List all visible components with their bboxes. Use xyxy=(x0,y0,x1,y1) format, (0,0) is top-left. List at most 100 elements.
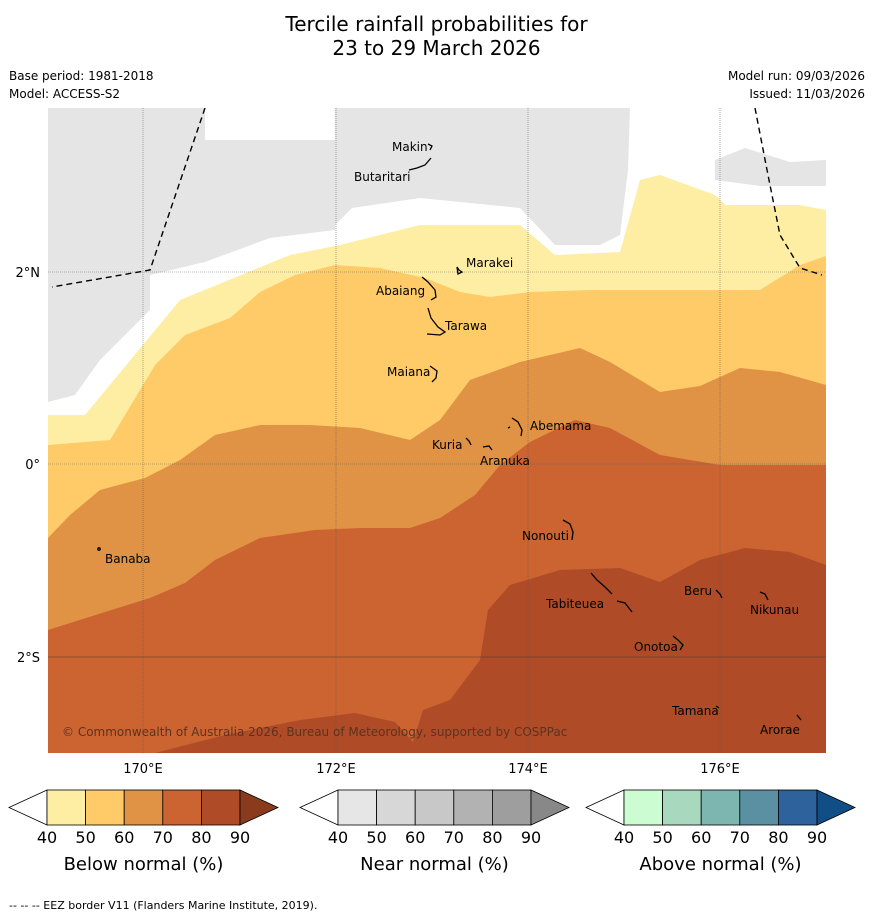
lon-label-174e: 174°E xyxy=(508,762,548,777)
aranuka-outline xyxy=(482,445,493,451)
base-period: Base period: 1981-2018 xyxy=(9,69,154,83)
model-run: Model run: 09/03/2026 xyxy=(727,69,865,83)
marakei-outline xyxy=(456,266,464,275)
island-label-aranuka: Aranuka xyxy=(480,454,530,468)
colorbar-segment xyxy=(337,789,377,826)
tarawa-outline xyxy=(426,307,447,336)
island-label-arorae: Arorae xyxy=(760,723,800,737)
map-area: Makin Butaritari Marakei Abaiang Tarawa … xyxy=(48,108,826,753)
island-label-tamana: Tamana xyxy=(671,704,719,718)
butaritari-outline xyxy=(408,157,432,171)
colorbar-tick-label: 90 xyxy=(521,828,541,847)
banaba-outline xyxy=(97,547,101,551)
island-label-abemama: Abemama xyxy=(530,419,591,433)
colorbar-tick-label: 60 xyxy=(114,828,134,847)
island-label-maiana: Maiana xyxy=(387,365,430,379)
issued-date: Issued: 11/03/2026 xyxy=(749,87,865,101)
tamana-outline xyxy=(715,705,720,709)
beru-outline xyxy=(715,589,723,599)
colorbar-segment xyxy=(453,789,493,826)
colorbar-tick-label: 40 xyxy=(328,828,348,847)
makin-outline xyxy=(427,143,433,151)
lon-label-170e: 170°E xyxy=(123,762,163,777)
colorbar-segment xyxy=(85,789,125,826)
copyright-note: © Commonwealth of Australia 2026, Bureau… xyxy=(62,725,567,739)
nonouti-outline xyxy=(562,519,574,541)
island-label-makin: Makin xyxy=(392,140,428,154)
colorbar-tick-label: 40 xyxy=(37,828,57,847)
colorbar-tick-label: 50 xyxy=(75,828,95,847)
colorbar-title: Below normal (%) xyxy=(64,854,224,875)
colorbar-segment xyxy=(700,789,741,826)
onotoa-outline xyxy=(672,635,684,651)
colorbar-max-extension xyxy=(816,789,856,826)
island-label-nikunau: Nikunau xyxy=(750,603,799,617)
colorbar-segment xyxy=(662,789,702,826)
colorbar-tick-label: 50 xyxy=(366,828,386,847)
colorbar-segment xyxy=(162,789,202,826)
colorbar-tick-label: 40 xyxy=(614,828,634,847)
colorbar-segment xyxy=(778,789,818,826)
colorbar-tick-label: 60 xyxy=(405,828,425,847)
island-label-marakei: Marakei xyxy=(466,256,513,270)
band-80-90 xyxy=(155,548,826,753)
colorbar-tick-label: 80 xyxy=(768,828,788,847)
colorbar-max-extension xyxy=(530,789,570,826)
island-outlines xyxy=(97,143,802,721)
colorbar-tick-label: 90 xyxy=(230,828,250,847)
island-label-onotoa: Onotoa xyxy=(634,640,678,654)
island-labels: Makin Butaritari Marakei Abaiang Tarawa … xyxy=(105,140,800,737)
arorae-outline xyxy=(796,714,802,721)
island-label-beru: Beru xyxy=(684,584,712,598)
colorbar-segment xyxy=(414,789,455,826)
title-line-1: Tercile rainfall probabilities for xyxy=(285,12,588,36)
colorbar-min-extension xyxy=(8,789,48,826)
chart-title: Tercile rainfall probabilities for 23 to… xyxy=(0,12,873,60)
colorbar-title: Above normal (%) xyxy=(639,854,801,875)
lon-label-172e: 172°E xyxy=(316,762,356,777)
colorbar-max-extension xyxy=(239,789,279,826)
abemama-outline xyxy=(507,417,523,437)
no-data-region-central xyxy=(335,108,630,245)
title-line-2: 23 to 29 March 2026 xyxy=(332,36,541,60)
colorbar-segment xyxy=(200,789,241,826)
tabiteuea-outline xyxy=(590,572,633,613)
colorbar-segment xyxy=(491,789,532,826)
colorbar-title: Near normal (%) xyxy=(360,854,509,875)
island-label-nonouti: Nonouti xyxy=(522,529,569,543)
gridlines xyxy=(48,108,826,753)
latitude-labels: 2°N 0° 2°S xyxy=(16,266,41,666)
lat-label-2n: 2°N xyxy=(16,266,41,281)
abaiang-outline xyxy=(421,276,437,301)
colorbar-tick-label: 60 xyxy=(691,828,711,847)
colorbar-segment xyxy=(376,789,416,826)
island-label-tarawa: Tarawa xyxy=(444,319,487,333)
colorbar-tick-label: 50 xyxy=(652,828,672,847)
colorbar-tick-label: 80 xyxy=(191,828,211,847)
island-label-banaba: Banaba xyxy=(105,552,151,566)
meta-right: Model run: 09/03/2026 Issued: 11/03/2026 xyxy=(728,67,865,103)
eez-footnote: -- -- -- EEZ border V11 (Flanders Marine… xyxy=(9,899,318,912)
colorbar-tick-label: 70 xyxy=(444,828,464,847)
island-label-abaiang: Abaiang xyxy=(376,284,425,298)
nikunau-outline xyxy=(759,591,769,601)
colorbar-tick-label: 80 xyxy=(482,828,502,847)
longitude-labels: 170°E 172°E 174°E 176°E xyxy=(123,762,740,777)
colorbar-tick-label: 70 xyxy=(730,828,750,847)
no-data-region-east xyxy=(715,148,826,186)
colorbar-segment xyxy=(623,789,663,826)
colorbar-segment xyxy=(123,789,164,826)
island-label-kuria: Kuria xyxy=(432,438,463,452)
meta-left: Base period: 1981-2018 Model: ACCESS-S2 xyxy=(9,67,154,103)
colorbar-segment xyxy=(46,789,86,826)
maiana-outline xyxy=(429,365,438,383)
model-name: Model: ACCESS-S2 xyxy=(9,87,121,101)
island-label-tabiteuea: Tabiteuea xyxy=(545,597,604,611)
lon-label-176e: 176°E xyxy=(700,762,740,777)
no-data-region-west xyxy=(48,108,335,402)
colorbar-segment xyxy=(739,789,779,826)
colorbar-below-normal: 40 50 60 70 80 90 Below normal (%) xyxy=(8,789,279,875)
island-label-butaritari: Butaritari xyxy=(354,170,411,184)
colorbar-near-normal: 40 50 60 70 80 90 Near normal (%) xyxy=(299,789,570,875)
